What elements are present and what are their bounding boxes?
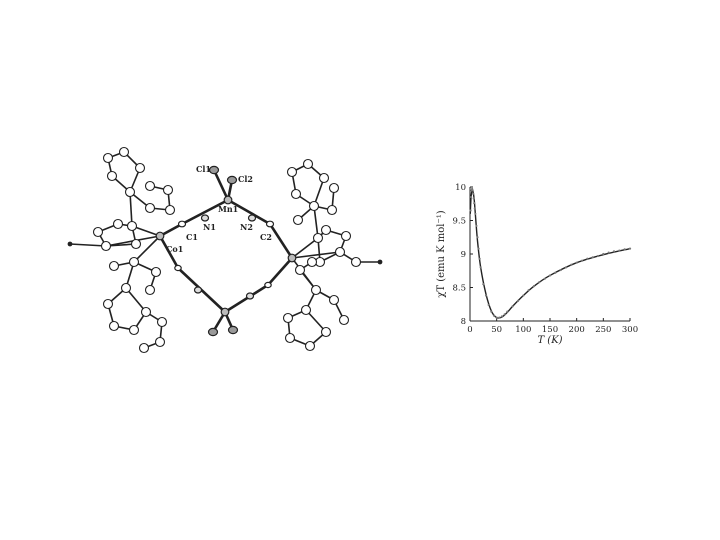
data-point [472,192,475,195]
label-mn1: Mn1 [218,204,238,214]
data-point [527,289,530,292]
x-axis-label: T (K) [537,335,562,346]
core-atoms [155,165,297,337]
crystal-structure-drawing: Cl1 Cl2 Mn1 N1 N2 C1 C2 Co1 [67,146,383,354]
data-point [482,283,485,286]
data-point [618,249,621,252]
data-point [500,315,504,318]
label-n2: N2 [240,222,253,232]
data-point [580,259,584,262]
data-point [591,256,594,259]
data-point [469,209,472,212]
data-point [473,207,476,210]
data-point [477,247,480,250]
y-tick-label: 9 [461,250,466,260]
x-tick-label: 200 [569,325,585,335]
data-point [474,212,477,215]
data-point [495,316,498,319]
data-point [607,251,610,254]
data-point [596,254,600,258]
data-point [475,224,478,227]
x-tick-label: 100 [515,325,531,335]
atom-labels: Cl1 Cl2 Mn1 N1 N2 C1 C2 Co1 [166,164,272,254]
atom-circles [92,146,362,354]
methyl-dots [67,241,383,265]
left-ligand-bonds [69,151,171,349]
y-tick-label: 9.5 [452,217,466,227]
data-point [522,294,525,297]
data-point [484,294,488,297]
data-point [472,197,475,200]
data-point [492,314,496,317]
y-tick-label: 8.5 [452,284,466,294]
chart-series [469,187,632,319]
data-point [543,277,546,280]
data-point [564,266,568,269]
data-point [506,310,509,313]
x-tick-label: 0 [467,325,472,335]
label-cl2: Cl2 [238,174,253,184]
data-point [476,236,479,239]
data-point [570,263,573,266]
data-point [602,252,605,256]
data-point [516,299,520,302]
data-point [548,274,552,277]
data-point [559,268,562,272]
data-point [623,248,626,251]
chart-ticks: 0 50 100 150 200 250 300 8 8.5 9 9.5 10 [452,183,638,335]
x-tick-label: 50 [491,325,502,335]
data-point [498,316,501,319]
y-tick-label: 10 [455,183,466,193]
data-point [469,195,473,199]
data-point [532,285,536,288]
data-point [471,189,474,192]
y-tick-label: 8 [461,317,466,327]
label-co1: Co1 [166,244,183,254]
label-c1: C1 [186,232,198,242]
data-point [538,281,541,284]
data-point [612,250,616,253]
data-point [503,313,506,316]
data-point [575,261,578,264]
fit-line [469,189,631,319]
data-point [487,303,490,307]
data-point [554,271,557,274]
label-c2: C2 [260,232,272,242]
label-cl1: Cl1 [196,164,211,174]
data-point [478,257,481,260]
data-point [628,247,632,250]
data-point [511,305,514,308]
x-tick-label: 150 [542,325,558,335]
label-n1: N1 [203,222,216,232]
data-point [473,201,476,205]
y-axis-label: χT (emu K mol⁻¹) [436,210,447,297]
data-point [490,310,493,313]
x-tick-label: 300 [622,325,638,335]
chi-t-vs-temperature-chart: 0 50 100 150 200 250 300 8 8.5 9 9.5 10 T (K) χT (e… [436,183,638,346]
data-point [479,266,482,269]
data-point [586,257,589,260]
x-tick-label: 250 [595,325,611,335]
